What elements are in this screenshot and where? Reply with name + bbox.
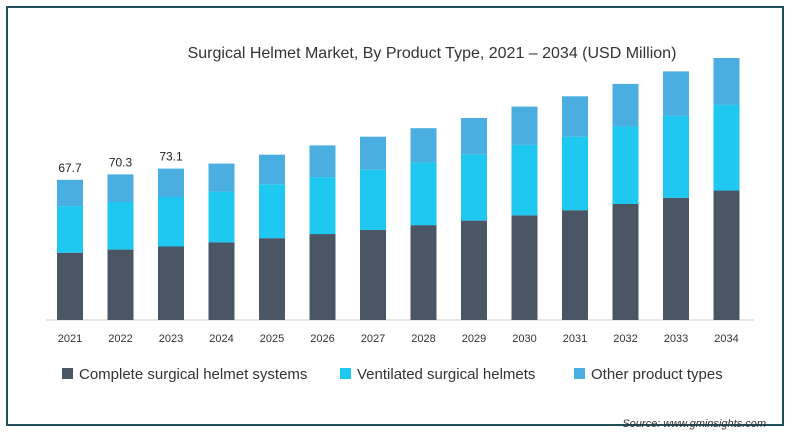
bar-segment-2034-series-1 (713, 104, 740, 191)
bar-segment-2028-series-0 (410, 225, 437, 320)
bar-segment-2029-series-2 (461, 118, 487, 155)
chart-frame (6, 6, 784, 426)
bar-segment-2025-series-2 (259, 154, 285, 185)
bar-segment-2030-series-2 (511, 106, 538, 145)
bar-segment-2021-series-0 (57, 252, 83, 320)
bar-segment-2026-series-2 (309, 145, 336, 178)
x-tick-label: 2033 (664, 333, 688, 345)
x-tick-label: 2031 (563, 333, 587, 345)
bar-segment-2028-series-1 (410, 162, 437, 226)
x-tick-label: 2034 (714, 333, 738, 345)
bar-segment-2027-series-2 (360, 136, 386, 170)
bar-segment-2034-series-2 (713, 58, 740, 105)
bar-segment-2034-series-0 (713, 190, 740, 320)
legend-swatch (340, 368, 351, 379)
bar-segment-2032-series-2 (612, 83, 639, 127)
x-tick-label: 2029 (462, 333, 486, 345)
bar-segment-2022-series-2 (107, 174, 134, 202)
x-tick-label: 2023 (159, 333, 183, 345)
bar-segment-2026-series-1 (309, 177, 336, 235)
bar-segment-2030-series-1 (511, 145, 538, 216)
x-tick-label: 2021 (58, 333, 82, 345)
bar-segment-2027-series-1 (360, 169, 386, 230)
bar-segment-2033-series-0 (663, 197, 689, 320)
bar-segment-2032-series-1 (612, 126, 639, 204)
legend-label: Ventilated surgical helmets (357, 366, 535, 383)
bar-segment-2024-series-0 (208, 242, 235, 320)
bar-segment-2021-series-1 (57, 206, 83, 253)
bar-segment-2031-series-0 (562, 210, 588, 320)
legend: Complete surgical helmet systems Ventilat… (62, 366, 723, 383)
bar-segment-2025-series-0 (259, 238, 285, 320)
chart-title: Surgical Helmet Market, By Product Type,… (188, 45, 677, 62)
bars-group (57, 58, 740, 320)
x-tick-label: 2030 (512, 333, 536, 345)
data-label: 67.7 (58, 161, 82, 175)
bar-segment-2025-series-1 (259, 184, 285, 239)
x-tick-label: 2027 (361, 333, 385, 345)
bar-segment-2024-series-2 (208, 163, 235, 192)
data-labels: 67.7 70.3 73.1 (58, 150, 183, 175)
bar-segment-2028-series-2 (410, 128, 437, 163)
data-label: 73.1 (159, 150, 183, 164)
x-tick-label: 2022 (108, 333, 132, 345)
bar-segment-2032-series-0 (612, 204, 639, 320)
bar-segment-2023-series-0 (158, 246, 184, 320)
x-tick-labels: 2021 2022 2023 2024 2025 2026 2027 2028 2029 2030… (58, 333, 739, 345)
bar-segment-2033-series-1 (663, 116, 689, 198)
bar-segment-2026-series-0 (309, 234, 336, 320)
bar-segment-2033-series-2 (663, 71, 689, 116)
legend-swatch (574, 368, 585, 379)
bar-segment-2027-series-0 (360, 229, 386, 320)
x-tick-label: 2024 (209, 333, 233, 345)
bar-segment-2024-series-1 (208, 191, 235, 243)
x-tick-label: 2032 (613, 333, 637, 345)
bar-segment-2023-series-2 (158, 168, 184, 197)
bar-segment-2031-series-1 (562, 136, 588, 211)
bar-segment-2029-series-0 (461, 220, 487, 320)
bar-segment-2023-series-1 (158, 197, 184, 247)
data-label: 70.3 (109, 155, 133, 169)
x-tick-label: 2026 (310, 333, 334, 345)
legend-label: Other product types (591, 366, 723, 383)
x-tick-label: 2025 (260, 333, 284, 345)
bar-segment-2029-series-1 (461, 154, 487, 221)
bar-segment-2022-series-1 (107, 201, 134, 250)
legend-swatch (62, 368, 73, 379)
bar-segment-2021-series-2 (57, 179, 83, 207)
bar-segment-2022-series-0 (107, 249, 134, 320)
x-tick-label: 2028 (411, 333, 435, 345)
bar-segment-2030-series-0 (511, 215, 538, 320)
bar-segment-2031-series-2 (562, 96, 588, 137)
legend-label: Complete surgical helmet systems (79, 366, 307, 383)
source-note: Source: www.gminsights.com (622, 418, 766, 430)
